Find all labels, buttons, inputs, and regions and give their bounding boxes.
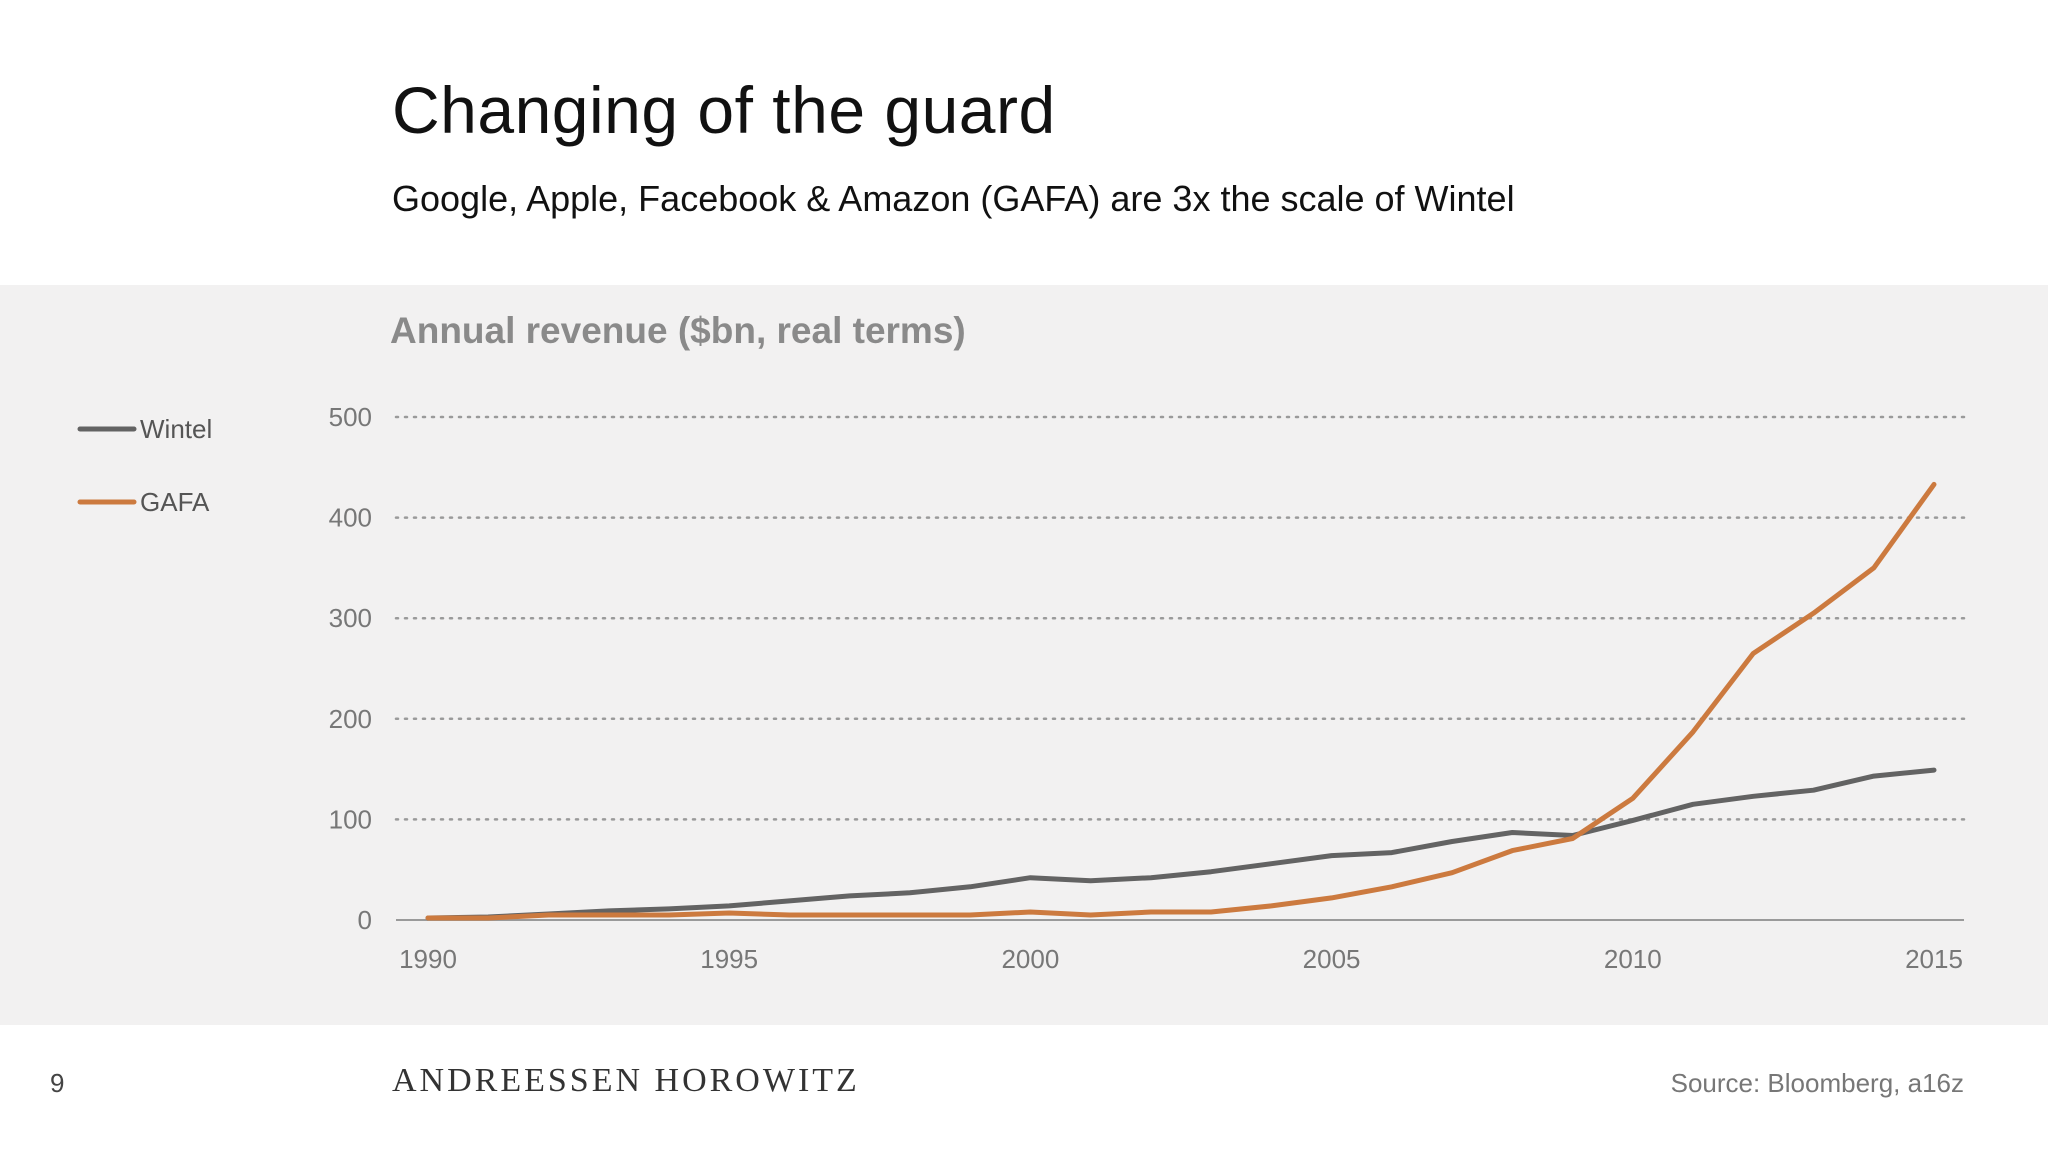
x-tick-label: 2005 [1303,944,1361,974]
y-tick-label: 400 [329,503,372,533]
y-tick-label: 200 [329,704,372,734]
x-tick-label: 1995 [700,944,758,974]
y-tick-label: 300 [329,603,372,633]
x-tick-label: 1990 [399,944,457,974]
line-chart: Annual revenue ($bn, real terms) 0 100 200… [77,310,1966,974]
y-axis: 0 100 200 300 400 500 [329,402,372,935]
slide-title: Changing of the guard [392,73,1056,147]
y-tick-label: 100 [329,804,372,834]
legend-label: Wintel [140,414,212,444]
x-tick-label: 2010 [1604,944,1662,974]
legend-label: GAFA [140,487,210,517]
chart-panel: Annual revenue ($bn, real terms) 0 100 200… [0,285,2048,1025]
series-line-gafa [425,481,1937,921]
x-tick-label: 2000 [1001,944,1059,974]
y-tick-label: 500 [329,402,372,432]
chart-title: Annual revenue ($bn, real terms) [390,310,966,351]
y-tick-label: 0 [358,905,372,935]
page-number: 9 [50,1068,65,1098]
x-axis: 1990 1995 2000 2005 2010 2015 [399,944,1963,974]
gridlines [394,415,1966,921]
x-tick-label: 2015 [1905,944,1963,974]
source-note: Source: Bloomberg, a16z [1670,1068,1964,1098]
series-lines [425,481,1937,921]
brand-logo: ANDREESSEN HOROWITZ [392,1062,860,1099]
series-line-wintel [425,767,1937,921]
legend: Wintel GAFA [77,414,212,517]
slide-subtitle: Google, Apple, Facebook & Amazon (GAFA) … [392,178,1515,219]
